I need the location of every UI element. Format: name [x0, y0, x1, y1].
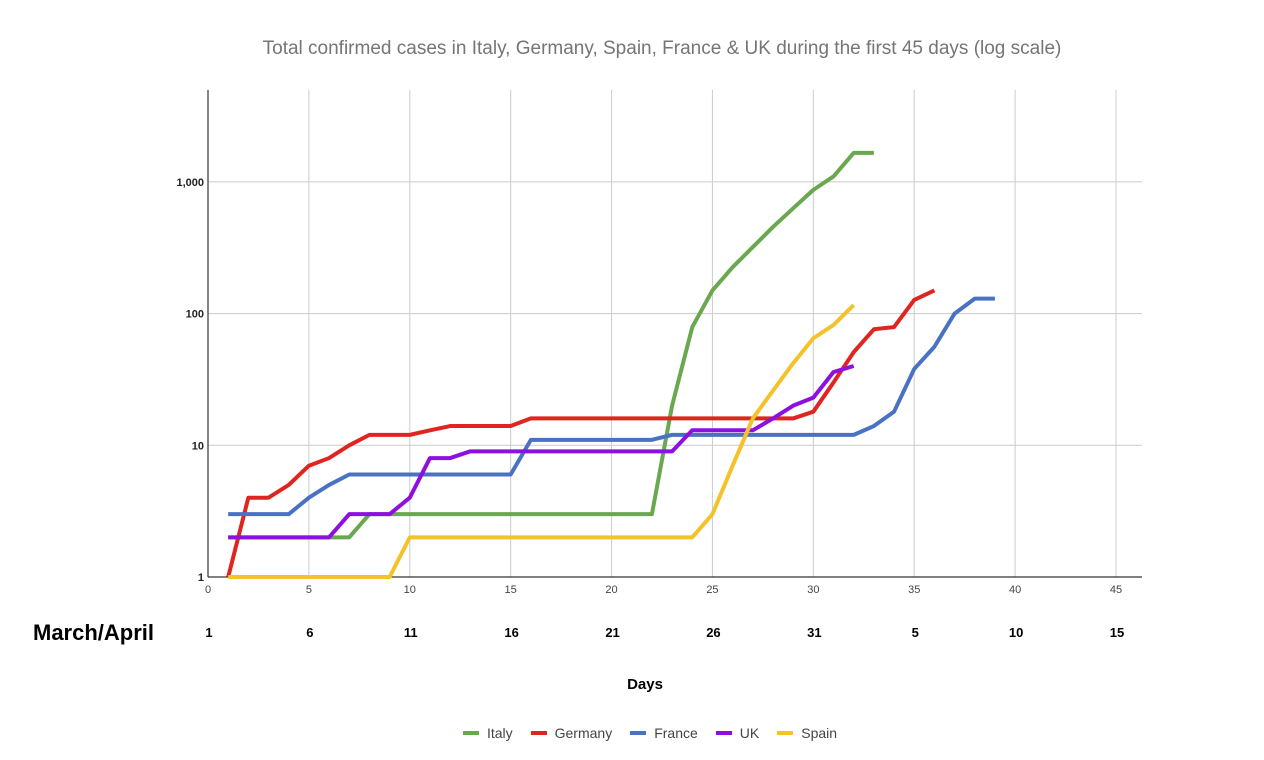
x-tick-label: 45: [1110, 584, 1122, 596]
date-tick-label: 15: [1110, 625, 1124, 640]
y-tick-label: 10: [192, 440, 204, 452]
series-line-france: [228, 296, 995, 517]
x-tick-label: 20: [605, 584, 617, 596]
x-tick-label: 5: [306, 584, 312, 596]
legend-item-uk[interactable]: UK: [715, 725, 760, 741]
series-line-uk: [228, 364, 855, 540]
x-tick-label: 0: [205, 584, 211, 596]
x-tick-label: 25: [706, 584, 718, 596]
x-tick-label: 10: [404, 584, 416, 596]
legend-item-italy[interactable]: Italy: [462, 725, 513, 741]
legend: Italy Germany France UK Spain: [0, 725, 1264, 741]
date-tick-label: 5: [912, 625, 919, 640]
legend-label: Spain: [801, 725, 838, 741]
legend-swatch: [530, 731, 547, 735]
chart-title: Total confirmed cases in Italy, Germany,…: [262, 38, 1062, 59]
x-tick-label: 15: [505, 584, 517, 596]
legend-swatch: [715, 731, 732, 735]
secondary-axis-label: March/April: [33, 620, 155, 645]
x-tick-label: 30: [807, 584, 819, 596]
date-tick-label: 31: [807, 625, 821, 640]
x-tick-label: 35: [908, 584, 920, 596]
legend-label: Italy: [486, 725, 513, 741]
y-tick-label: 1,000: [176, 177, 204, 189]
date-tick-label: 1: [205, 625, 212, 640]
legend-item-germany[interactable]: Germany: [530, 725, 613, 741]
legend-item-spain[interactable]: Spain: [777, 725, 837, 741]
legend-swatch: [777, 731, 794, 735]
date-tick-label: 10: [1009, 625, 1023, 640]
series-line-italy: [228, 150, 874, 540]
legend-swatch: [630, 731, 647, 735]
legend-swatch: [462, 731, 479, 735]
x-tick-label: 40: [1009, 584, 1021, 596]
legend-label: France: [654, 725, 698, 741]
series-line-spain: [228, 303, 856, 579]
date-tick-label: 6: [306, 625, 313, 640]
date-tick-label: 11: [404, 625, 418, 640]
date-tick-label: 21: [605, 625, 619, 640]
y-tick-label: 1: [198, 572, 204, 584]
series-line-germany: [226, 288, 936, 578]
legend-label: UK: [739, 725, 760, 741]
x-axis-label: Days: [627, 676, 663, 693]
y-tick-label: 100: [186, 309, 204, 321]
legend-label: Germany: [554, 725, 613, 741]
legend-item-france[interactable]: France: [630, 725, 698, 741]
date-tick-label: 16: [504, 625, 518, 640]
date-tick-label: 26: [706, 625, 720, 640]
